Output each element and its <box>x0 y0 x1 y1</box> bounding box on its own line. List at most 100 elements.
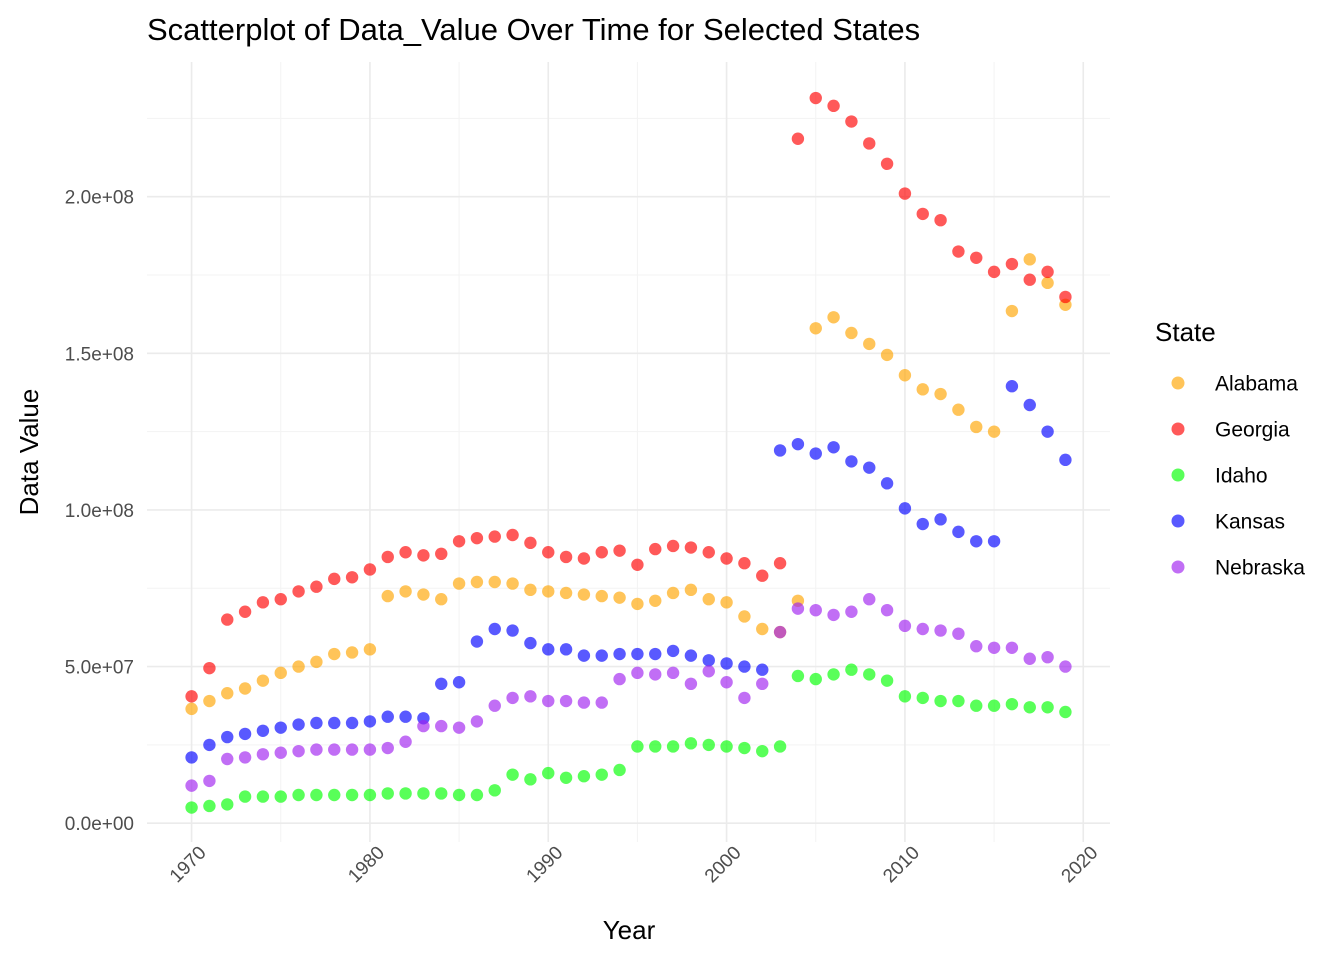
data-point <box>577 588 591 601</box>
data-point <box>649 594 662 607</box>
data-point <box>470 575 484 589</box>
data-point <box>1041 650 1054 664</box>
data-point <box>613 591 626 604</box>
data-point <box>880 674 894 687</box>
data-point <box>987 265 1001 279</box>
series-georgia <box>185 91 1072 703</box>
data-point <box>292 660 305 673</box>
data-point <box>256 748 270 761</box>
data-point <box>238 682 252 695</box>
data-point <box>310 788 323 802</box>
data-point <box>274 721 287 734</box>
data-point <box>809 672 822 686</box>
data-point <box>970 699 983 712</box>
data-point <box>702 665 715 678</box>
grid <box>147 62 1110 842</box>
data-point <box>809 447 822 460</box>
data-point <box>684 541 698 554</box>
data-point <box>827 311 840 324</box>
data-point <box>1059 453 1072 467</box>
data-point <box>363 643 377 656</box>
data-point <box>238 751 252 764</box>
data-point <box>221 798 234 811</box>
data-point <box>1059 290 1072 304</box>
data-point <box>310 580 323 593</box>
data-point <box>809 603 822 617</box>
data-point <box>666 586 680 600</box>
data-point <box>203 738 216 752</box>
data-point <box>1059 705 1072 719</box>
data-point <box>256 674 270 687</box>
data-point <box>363 788 377 802</box>
x-tick-label: 2020 <box>1058 842 1103 887</box>
data-point <box>845 326 858 340</box>
data-point <box>773 557 787 570</box>
data-point <box>435 547 448 561</box>
data-point <box>470 715 484 728</box>
data-point <box>542 546 555 559</box>
data-point <box>1059 660 1072 673</box>
data-point <box>934 387 947 401</box>
data-point <box>1005 257 1019 271</box>
data-point <box>934 213 947 227</box>
data-point <box>256 596 270 609</box>
data-point <box>952 403 965 416</box>
data-point <box>756 569 769 582</box>
series-kansas <box>185 380 1072 764</box>
data-point <box>559 694 573 708</box>
data-point <box>452 535 466 548</box>
y-axis-title: Data Value <box>14 389 44 516</box>
data-point <box>328 743 341 756</box>
data-point <box>845 663 858 676</box>
data-point <box>720 657 733 670</box>
data-point <box>310 716 323 730</box>
data-point <box>185 702 198 716</box>
data-point <box>203 661 216 675</box>
data-point <box>595 589 608 603</box>
data-point <box>880 348 894 362</box>
data-point <box>684 737 698 750</box>
x-tick-label: 2010 <box>879 842 924 887</box>
data-point <box>506 691 519 705</box>
series-nebraska <box>185 593 1072 792</box>
data-point <box>221 730 234 744</box>
data-point <box>595 649 608 662</box>
data-point <box>952 694 965 708</box>
data-point <box>631 666 644 680</box>
data-point <box>791 437 805 451</box>
data-point <box>435 719 448 733</box>
data-point <box>595 768 608 781</box>
data-point <box>845 115 858 128</box>
data-point <box>506 577 519 590</box>
data-point <box>934 624 947 637</box>
data-point <box>435 593 448 606</box>
data-point <box>524 536 537 550</box>
data-point <box>345 716 359 730</box>
data-point <box>381 710 394 723</box>
data-point <box>310 655 323 669</box>
data-point <box>898 619 912 633</box>
data-point <box>863 461 876 474</box>
data-point <box>898 369 912 382</box>
data-point <box>559 771 573 784</box>
data-point <box>791 669 805 683</box>
data-point <box>577 649 591 662</box>
data-point <box>916 691 929 705</box>
data-point <box>488 530 501 543</box>
data-point <box>1005 697 1019 711</box>
data-point <box>934 694 947 708</box>
data-point <box>559 550 573 564</box>
data-point <box>649 647 662 661</box>
data-point <box>702 593 715 606</box>
data-point <box>488 699 501 712</box>
data-point <box>649 740 662 753</box>
data-point <box>684 649 698 662</box>
data-point <box>345 646 359 659</box>
series-alabama <box>185 253 1072 716</box>
data-point <box>506 624 519 637</box>
data-point <box>1005 641 1019 654</box>
data-point <box>1041 265 1054 279</box>
data-point <box>880 477 894 490</box>
data-point <box>452 788 466 802</box>
data-point <box>417 549 430 562</box>
